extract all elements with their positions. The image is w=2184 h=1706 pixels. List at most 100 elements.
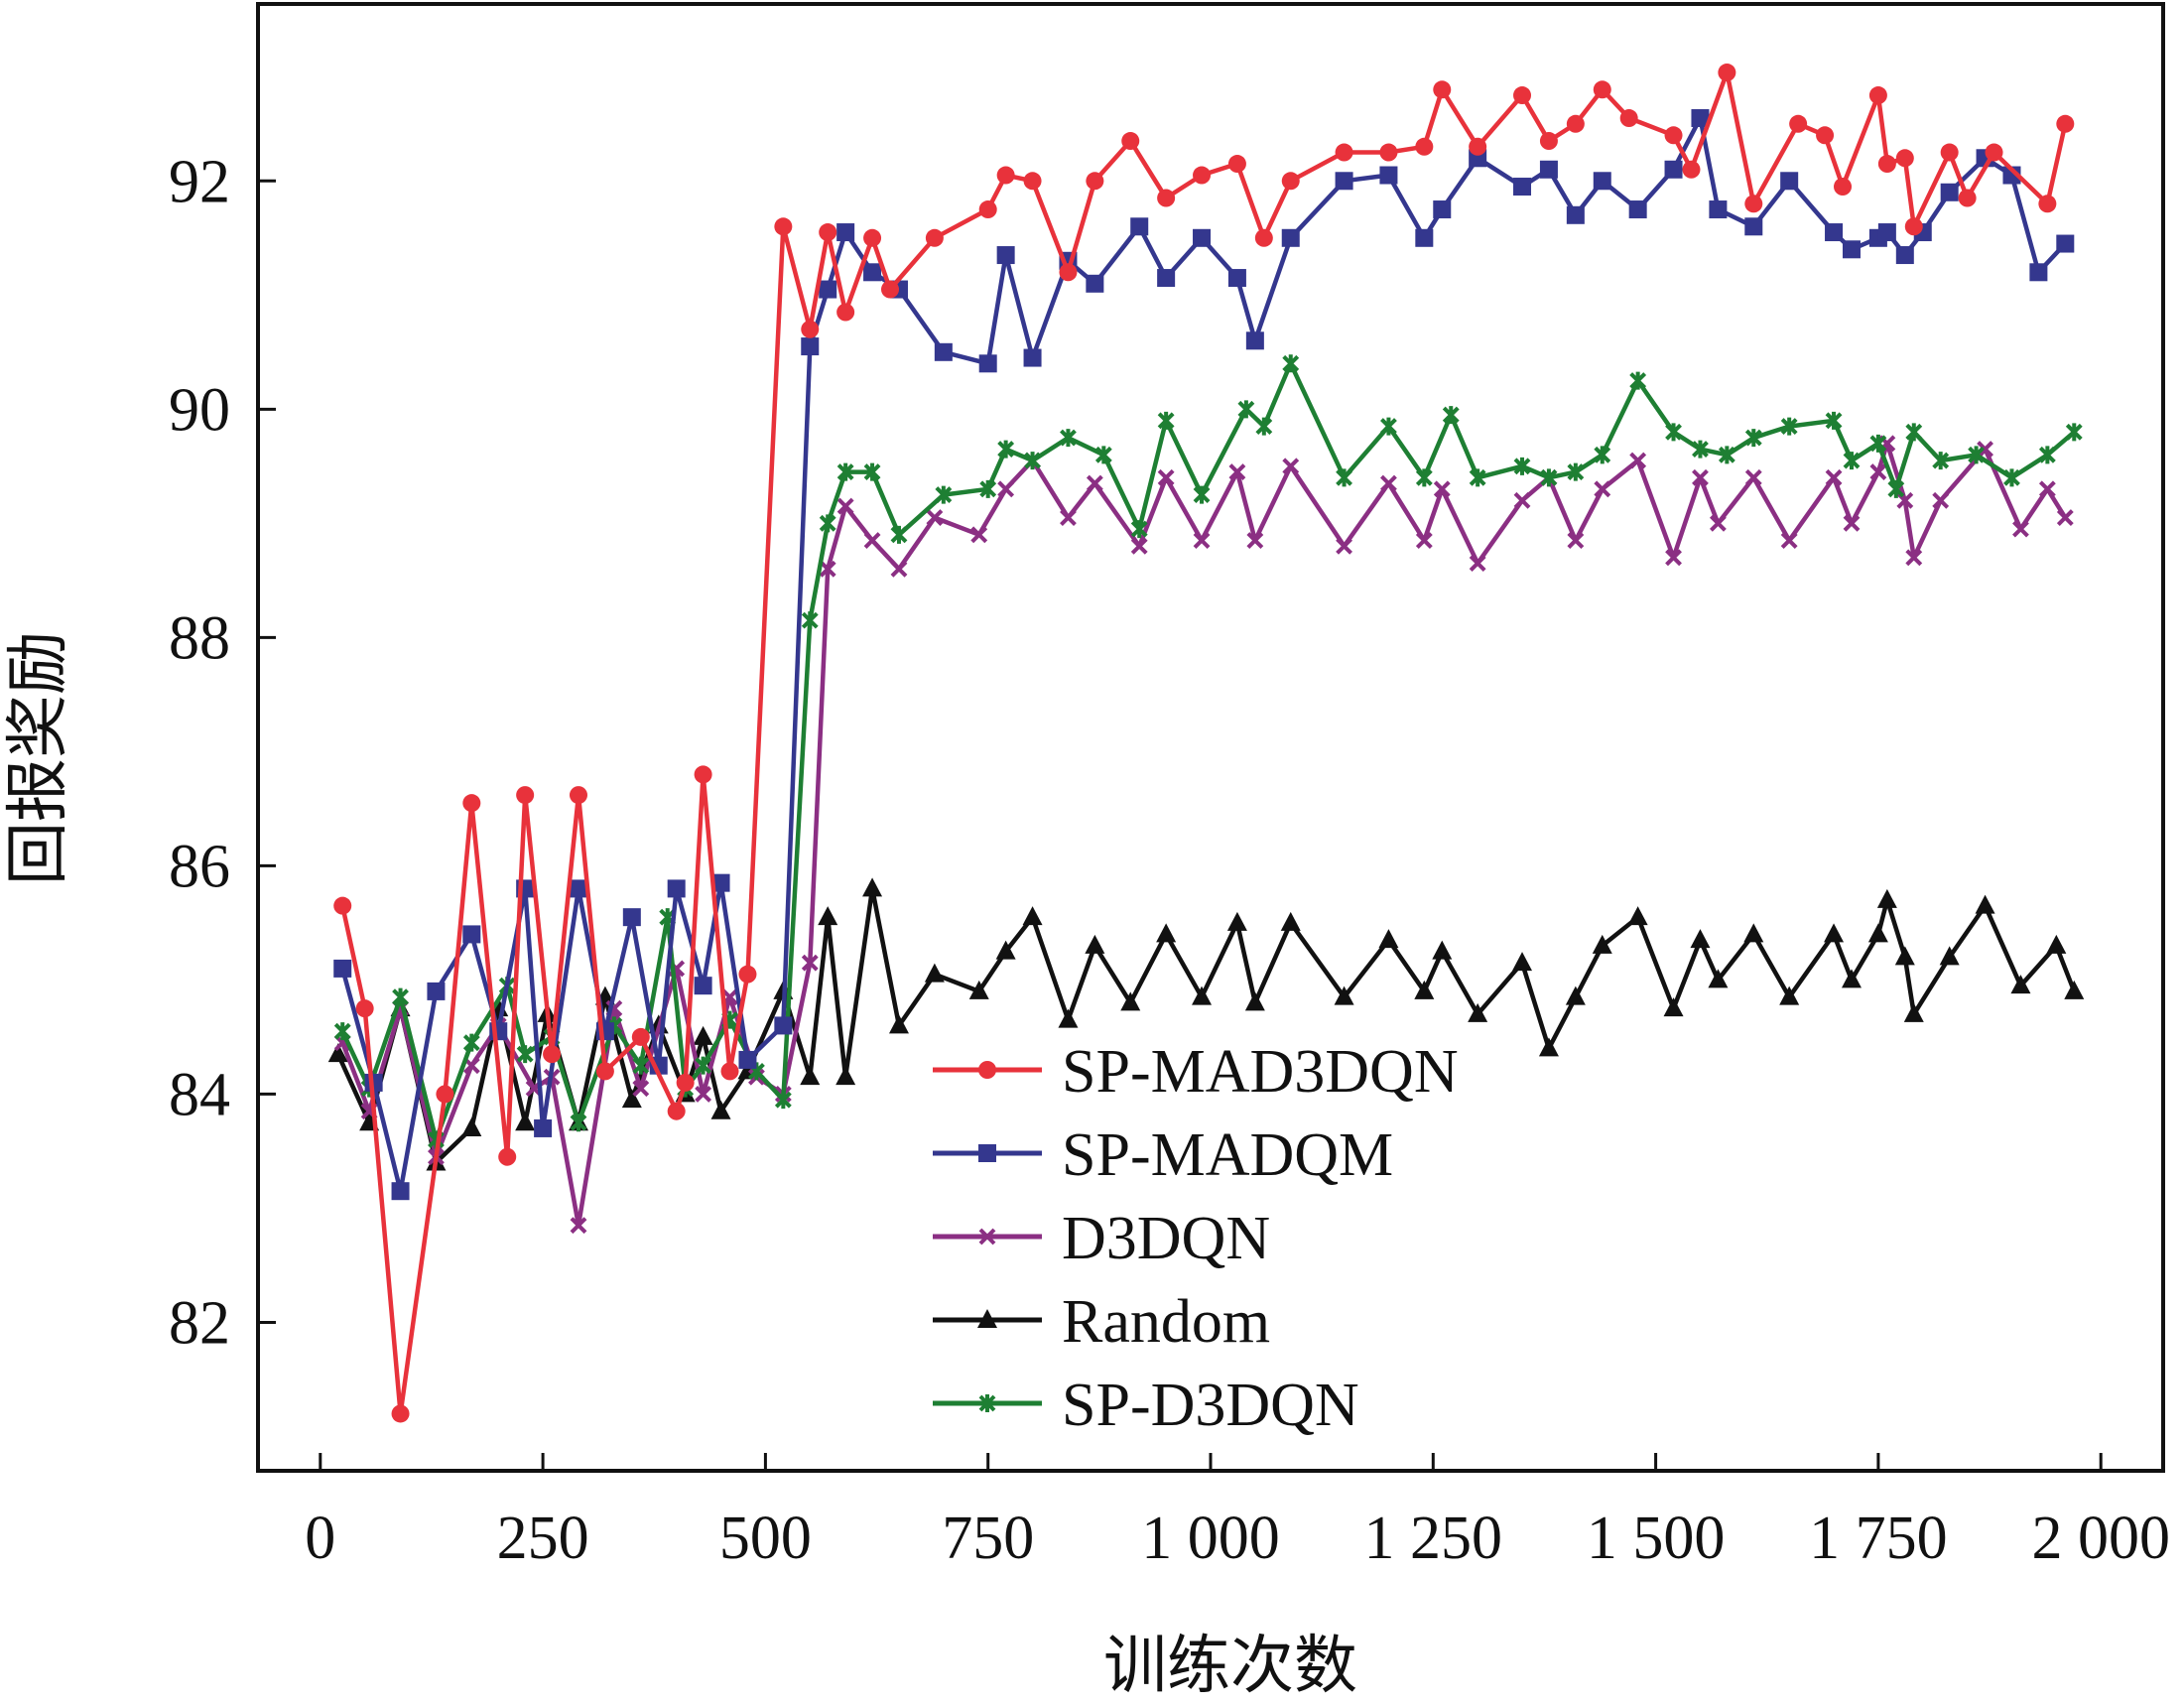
data-point xyxy=(1824,923,1845,943)
legend-swatch-marker xyxy=(978,1394,996,1412)
data-point xyxy=(1227,155,1246,174)
x-tick-label: 2 000 xyxy=(2031,1505,2170,1572)
data-point xyxy=(1709,200,1728,219)
data-point xyxy=(436,1085,454,1104)
data-point xyxy=(1094,446,1112,464)
data-point xyxy=(1932,452,1950,470)
data-point xyxy=(1841,969,1862,988)
data-point xyxy=(1469,137,1487,156)
data-point xyxy=(1280,911,1301,931)
data-point xyxy=(1834,178,1853,197)
data-point xyxy=(1816,126,1835,145)
data-point xyxy=(997,480,1015,498)
data-point xyxy=(1433,80,1452,99)
data-point xyxy=(1593,80,1611,99)
y-tick-label: 86 xyxy=(169,833,230,900)
data-point xyxy=(1244,991,1265,1011)
data-point xyxy=(2046,934,2067,954)
data-point xyxy=(863,462,881,481)
data-point xyxy=(1380,417,1397,436)
data-point xyxy=(1665,549,1682,567)
data-point xyxy=(1157,189,1176,207)
data-point xyxy=(836,303,855,322)
data-point xyxy=(667,1102,686,1120)
data-point xyxy=(1469,555,1486,573)
data-point xyxy=(1433,480,1451,498)
data-point xyxy=(1157,411,1175,430)
data-point xyxy=(819,560,836,578)
data-point xyxy=(695,1056,712,1075)
data-point xyxy=(1058,1008,1079,1028)
data-point xyxy=(1086,172,1104,191)
data-point xyxy=(1592,934,1612,954)
data-point xyxy=(1664,160,1683,179)
data-point xyxy=(800,1066,821,1086)
x-tick-label: 1 750 xyxy=(1809,1505,1948,1572)
legend-swatch-marker xyxy=(978,1228,996,1246)
data-point xyxy=(2064,980,2085,999)
data-point xyxy=(863,228,882,247)
data-point xyxy=(333,1022,351,1041)
data-point xyxy=(1192,985,1213,1005)
data-point xyxy=(1985,143,2003,162)
data-point xyxy=(392,987,409,1006)
data-point xyxy=(515,1112,536,1131)
data-point xyxy=(632,1056,650,1075)
data-point xyxy=(1086,474,1103,492)
data-point xyxy=(1905,549,1923,567)
data-point xyxy=(1336,537,1352,555)
data-point xyxy=(1156,923,1177,943)
data-point xyxy=(1121,132,1140,151)
legend-item-sp-madqm: SP-MADQM xyxy=(933,1121,1393,1189)
data-point xyxy=(996,246,1015,265)
data-point xyxy=(2056,114,2075,133)
series-sp-mad3dqn xyxy=(333,64,2075,1423)
data-point xyxy=(1255,417,1273,436)
data-point xyxy=(1744,468,1762,486)
data-point xyxy=(1743,923,1764,943)
data-point xyxy=(1415,468,1433,487)
data-point xyxy=(819,280,837,299)
data-point xyxy=(1843,452,1861,470)
legend-label: Random xyxy=(1062,1288,1270,1356)
data-point xyxy=(1024,452,1041,470)
data-point xyxy=(1718,64,1736,82)
data-point xyxy=(1415,532,1433,550)
data-point xyxy=(890,560,908,578)
data-point xyxy=(924,963,945,983)
data-point xyxy=(978,200,997,219)
data-point xyxy=(1414,980,1435,999)
data-point xyxy=(836,462,854,481)
data-point xyxy=(1513,178,1532,197)
data-point xyxy=(391,1182,410,1201)
data-point xyxy=(835,1066,856,1086)
data-point xyxy=(1060,509,1077,527)
data-point xyxy=(462,1033,480,1052)
data-point xyxy=(1228,463,1246,480)
series-line xyxy=(340,441,2068,1228)
data-point xyxy=(1379,143,1398,162)
data-point xyxy=(1690,929,1711,949)
data-point xyxy=(978,354,997,373)
data-point xyxy=(694,765,712,784)
data-point xyxy=(1513,457,1531,475)
data-point xyxy=(935,485,953,504)
data-point xyxy=(1887,479,1905,498)
data-point xyxy=(1895,149,1914,168)
data-point xyxy=(1905,423,1923,442)
data-point xyxy=(1130,520,1148,539)
data-point xyxy=(1378,929,1399,949)
y-tick-label: 82 xyxy=(169,1289,230,1357)
x-tick-label: 750 xyxy=(942,1505,1034,1572)
data-point xyxy=(498,1147,517,1166)
data-point xyxy=(595,1062,614,1081)
data-point xyxy=(1539,160,1558,179)
data-point xyxy=(1282,458,1300,475)
data-point xyxy=(1246,532,1264,550)
legend: SP-MAD3DQN SP-MADQM D3DQN Random SP-D3DQN xyxy=(933,1038,1459,1439)
data-point xyxy=(970,526,988,544)
data-point xyxy=(695,1086,712,1103)
data-point xyxy=(333,959,352,978)
data-point xyxy=(801,611,819,630)
data-point xyxy=(1691,109,1710,128)
